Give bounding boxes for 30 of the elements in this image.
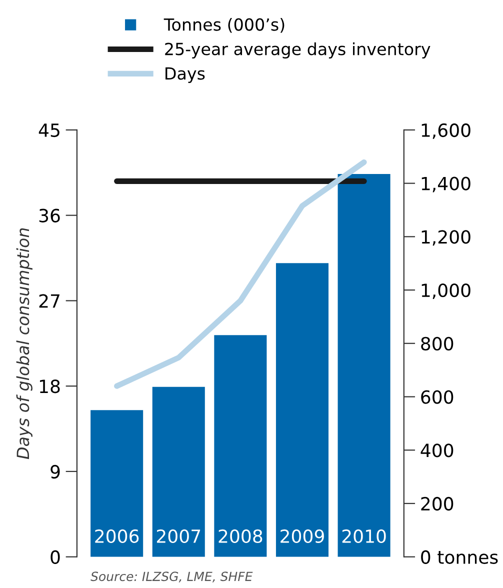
y-axis-title: Days of global consumption [16,228,32,460]
y-tick-label: 18 [40,380,60,394]
bar [338,174,390,557]
x-tick-label: 2010 [342,529,386,544]
y2-tick-label: 600 [421,390,454,404]
legend-label: Days [166,67,205,83]
y-tick-label: 45 [38,124,60,138]
bar [214,335,267,557]
y2-tick-label: 1,000 [422,283,470,299]
legend-label: Tonnes (000’s) [164,18,284,33]
y2-tick-label: 0 tonnes [421,550,498,564]
y-tick-label: 36 [39,208,60,222]
y2-tick-label: 200 [421,496,454,511]
y-tick-label: 9 [50,464,60,479]
source-note: Source: ILZSG, LME, SHFE [90,572,253,582]
x-tick-label: 2008 [218,529,262,544]
y2-tick-label: 1,200 [422,230,470,246]
y2-tick-label: 400 [420,444,454,458]
x-tick-label: 2007 [156,529,200,544]
legend-label: 25-year average days inventory [165,42,430,59]
x-tick-label: 2006 [95,529,139,544]
x-tick-label: 2009 [280,529,324,544]
y-tick-label: 27 [39,294,60,308]
y-tick-label: 0 [50,550,60,564]
bar [90,410,144,557]
y2-tick-label: 800 [421,336,454,351]
bar [152,386,205,557]
bar [276,263,329,557]
y2-tick-label: 1,400 [422,176,470,192]
y2-tick-label: 1,600 [422,123,470,139]
